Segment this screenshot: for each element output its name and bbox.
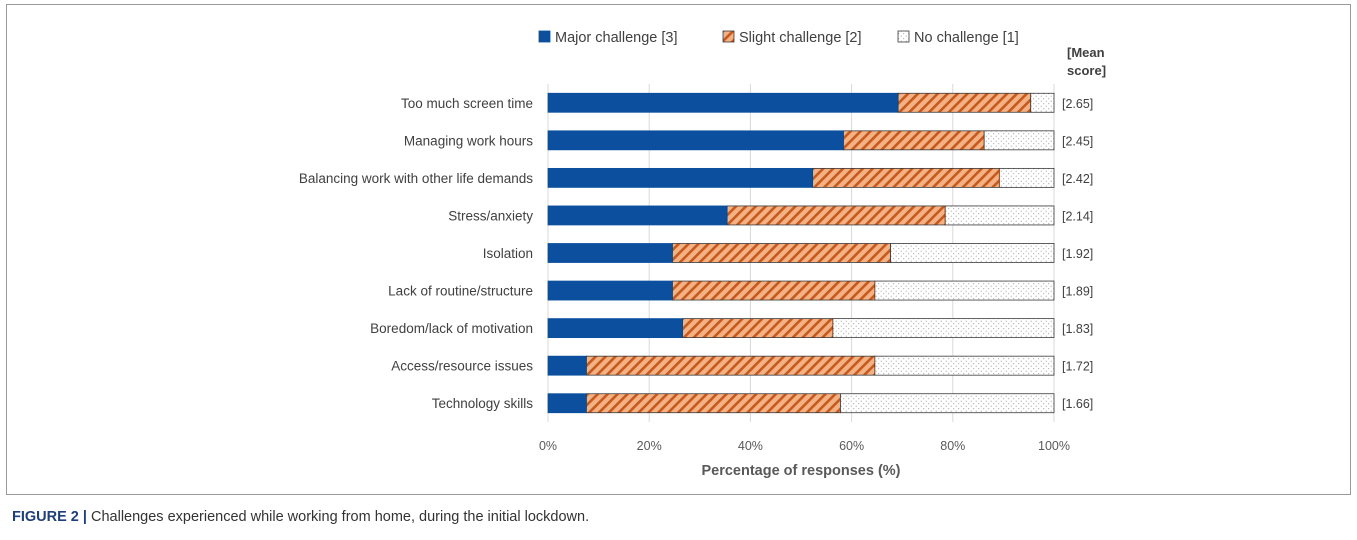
mean-score-label: [2.45] (1062, 134, 1093, 148)
bar-segment (726, 205, 946, 226)
category-label: Isolation (483, 246, 533, 261)
legend-swatch (897, 30, 910, 43)
category-label: Boredom/lack of motivation (370, 321, 533, 336)
bar-segment (586, 355, 876, 376)
category-label: Stress/anxiety (448, 208, 533, 223)
bar-segment (944, 205, 1055, 226)
bar-segment (547, 355, 587, 376)
x-tick-label: 40% (738, 439, 763, 453)
mean-score-label: [1.92] (1062, 247, 1093, 261)
legend: Major challenge [3] Slight challenge [2] N… (538, 30, 1019, 46)
category-label: Access/resource issues (391, 359, 533, 374)
mean-score-header: [Mean (1067, 45, 1105, 60)
bars (547, 92, 1055, 414)
mean-score-label: [1.83] (1062, 322, 1093, 336)
mean-score-label: [2.14] (1062, 209, 1093, 223)
caption-text: Challenges experienced while working fro… (86, 509, 590, 525)
mean-score-label: [1.66] (1062, 397, 1093, 411)
bar-segment (547, 280, 673, 301)
bar-segment (874, 280, 1055, 301)
category-label: Too much screen time (401, 96, 533, 111)
x-tick-label: 60% (839, 439, 864, 453)
bar-segment (547, 92, 899, 113)
legend-label: Slight challenge [2] (739, 30, 862, 46)
x-tick-labels: 0% 20% 40% 60% 80% 100% (539, 439, 1070, 453)
bar-segment (586, 393, 841, 414)
bar-segment (832, 318, 1055, 339)
bar-segment (547, 318, 683, 339)
mean-score-labels: [2.65] [2.45] [2.42] [2.14] [1.92] [1.89] [1.8… (1062, 45, 1106, 411)
x-tick-label: 20% (637, 439, 662, 453)
bar-segment (682, 318, 834, 339)
figure-caption: FIGURE 2 | Challenges experienced while … (12, 509, 1342, 525)
stacked-bar-chart: Too much screen time Managing work hours B… (299, 30, 1106, 479)
category-label: Balancing work with other life demands (299, 171, 533, 186)
legend-swatch (722, 30, 735, 43)
category-labels: Too much screen time Managing work hours B… (299, 96, 533, 411)
x-tick-label: 0% (539, 439, 557, 453)
bar-segment (547, 205, 728, 226)
bar-segment (840, 393, 1055, 414)
bar-segment (547, 167, 814, 188)
bar-segment (897, 92, 1032, 113)
category-label: Managing work hours (404, 133, 533, 148)
legend-swatch (538, 30, 551, 43)
bar-segment (1030, 92, 1055, 113)
x-tick-label: 80% (940, 439, 965, 453)
bar-segment (547, 130, 844, 151)
bar-segment (998, 167, 1055, 188)
mean-score-label: [1.72] (1062, 360, 1093, 374)
legend-label: No challenge [1] (914, 30, 1019, 46)
category-label: Lack of routine/structure (388, 284, 533, 299)
x-axis-title: Percentage of responses (%) (701, 463, 900, 479)
bar-segment (843, 130, 985, 151)
category-label: Technology skills (432, 396, 534, 411)
bar-segment (890, 243, 1055, 263)
x-tick-label: 100% (1038, 439, 1070, 453)
bar-segment (812, 167, 1000, 188)
bar-segment (983, 130, 1055, 151)
caption-lead: FIGURE 2 | (12, 509, 87, 525)
bar-segment (547, 243, 673, 263)
bar-segment (874, 355, 1055, 376)
bar-segment (672, 243, 891, 263)
mean-score-label: [2.42] (1062, 172, 1093, 186)
mean-score-label: [2.65] (1062, 97, 1093, 111)
bar-segment (672, 280, 876, 301)
legend-label: Major challenge [3] (555, 30, 678, 46)
bar-segment (547, 393, 587, 414)
mean-score-header: score] (1067, 63, 1106, 78)
mean-score-label: [1.89] (1062, 285, 1093, 299)
